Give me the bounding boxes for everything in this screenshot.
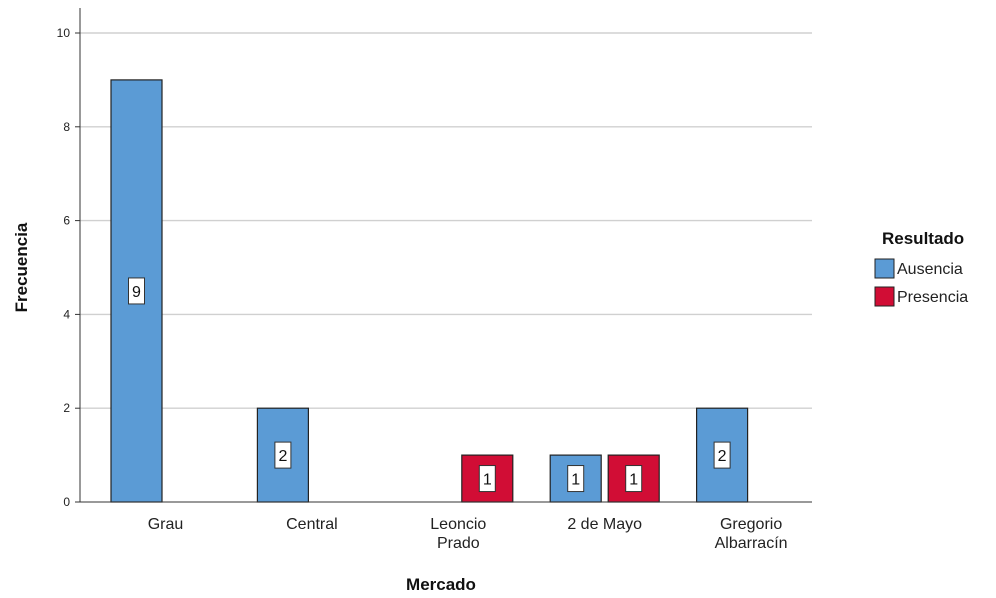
- legend-title: Resultado: [882, 229, 964, 248]
- gridlines: [80, 32, 812, 409]
- y-tick-label: 6: [63, 214, 70, 228]
- legend-label: Presencia: [897, 289, 968, 306]
- data-label-box: [128, 277, 145, 305]
- legend-swatch: [874, 258, 895, 279]
- data-label: 9: [132, 284, 141, 301]
- x-tick-label: Central: [286, 516, 338, 533]
- y-tick-label: 0: [63, 495, 70, 509]
- legend: Resultado Ausencia Presencia: [874, 229, 968, 307]
- data-label-box: [567, 465, 585, 493]
- y-tick-label: 4: [63, 307, 70, 321]
- legend-swatch: [874, 286, 895, 307]
- data-label-box: [274, 441, 292, 469]
- y-tick-label: 8: [63, 120, 70, 134]
- x-tick-label: Leoncio Prado: [430, 516, 486, 552]
- data-label: 2: [278, 448, 287, 465]
- x-tick-label: 2 de Mayo: [567, 516, 642, 533]
- bars: [110, 79, 749, 503]
- data-label-box: [478, 465, 496, 493]
- data-label-box: [625, 465, 643, 493]
- data-labels: 9 2 1 1 1 2: [128, 277, 731, 493]
- y-tick-label: 2: [63, 401, 70, 415]
- data-label: 2: [718, 448, 727, 465]
- x-tick-label: Grau: [148, 516, 184, 533]
- data-label: 1: [629, 472, 638, 489]
- data-label: 1: [483, 472, 492, 489]
- x-tick-label: Gregorio Albarracín: [715, 516, 788, 552]
- axes: 0 2 4 6 8 10 Grau Central Leoncio Prado 2 de Mayo G…: [57, 8, 812, 552]
- legend-label: Ausencia: [897, 261, 963, 278]
- x-axis-title: Mercado: [406, 575, 476, 594]
- data-label: 1: [571, 472, 580, 489]
- y-tick-label: 10: [57, 26, 71, 40]
- data-label-box: [713, 441, 731, 469]
- y-axis-title: Frecuencia: [12, 222, 31, 312]
